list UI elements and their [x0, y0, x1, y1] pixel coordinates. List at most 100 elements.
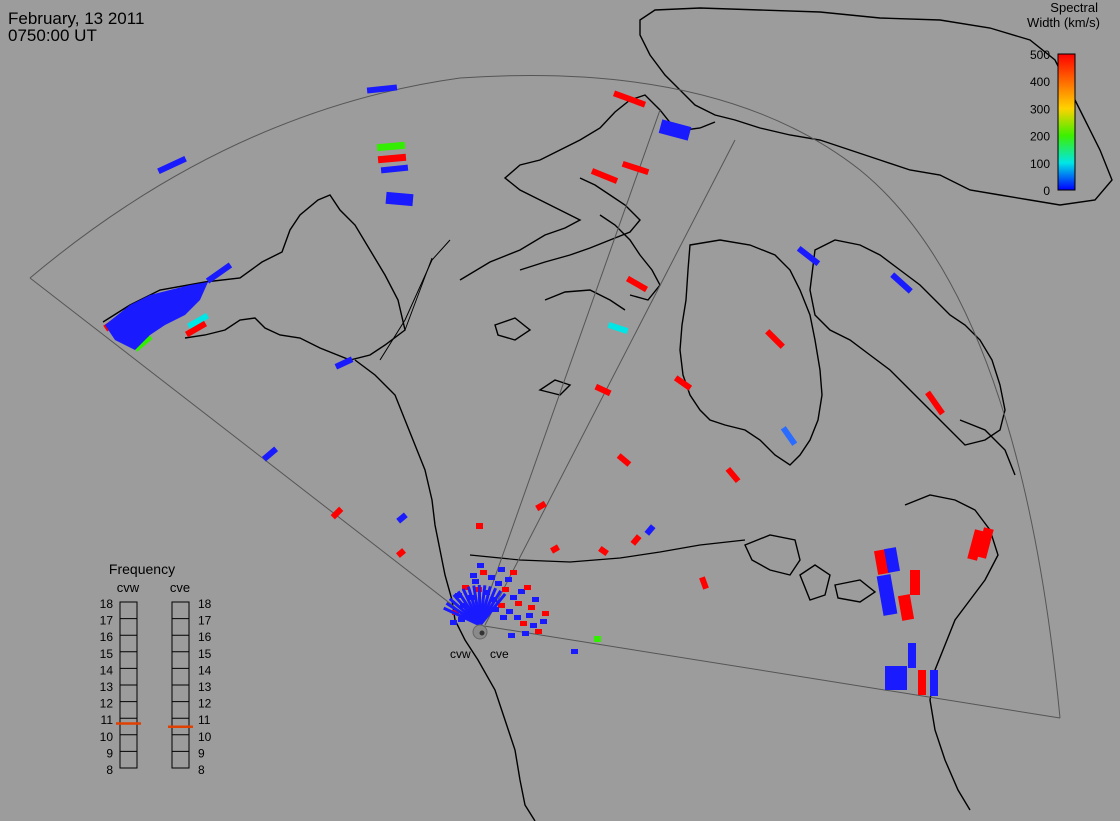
- echo-cell: [450, 620, 457, 625]
- date-label: February, 13 2011: [8, 9, 144, 28]
- echo-cell: [462, 585, 469, 590]
- fov-beam-a: [477, 109, 661, 626]
- echo-cell: [918, 670, 926, 695]
- echo-cell: [510, 570, 517, 575]
- echo-cell: [925, 390, 945, 416]
- echo-cell: [380, 164, 409, 174]
- frequency-title: Frequency: [109, 561, 175, 577]
- echo-cell: [621, 160, 650, 176]
- echo-cell: [186, 312, 210, 330]
- echo-cell: [515, 601, 522, 606]
- colorbar-tick-label: 500: [1030, 48, 1050, 62]
- echo-cell: [472, 579, 479, 584]
- echo-cell: [908, 643, 916, 668]
- echo-cell: [377, 153, 407, 164]
- frequency-tick-left: 13: [100, 680, 114, 694]
- echo-cell: [334, 356, 354, 370]
- echo-cell: [470, 573, 477, 578]
- echo-cell: [518, 589, 525, 594]
- echo-cell: [385, 191, 414, 207]
- echo-cell: [796, 245, 821, 267]
- fov-beam-b: [484, 139, 736, 626]
- frequency-tick-right: 13: [198, 680, 212, 694]
- echo-cell: [492, 607, 499, 612]
- fov-arc: [29, 74, 1061, 719]
- frequency-tick-right: 18: [198, 597, 212, 611]
- frequency-tick-left: 15: [100, 647, 114, 661]
- colorbar-title-2: Width (km/s): [1027, 15, 1100, 30]
- echo-cell: [498, 603, 505, 608]
- frequency-tick-right: 9: [198, 746, 205, 760]
- coastlines: [102, 7, 1113, 821]
- echo-cell: [396, 548, 406, 558]
- echo-cell: [502, 587, 509, 592]
- echo-cell: [488, 575, 495, 580]
- echo-cell: [598, 545, 609, 557]
- echo-cell: [455, 593, 462, 598]
- echo-cell: [396, 512, 408, 524]
- echo-cell: [510, 595, 517, 600]
- echo-cell: [133, 334, 153, 352]
- echo-cell: [780, 426, 798, 446]
- colorbar-tick-label: 0: [1043, 184, 1050, 198]
- time-label: 0750:00 UT: [8, 26, 97, 45]
- echo-cell: [876, 574, 898, 616]
- radar-site-dot: [479, 630, 485, 636]
- colorbar-tick-label: 100: [1030, 157, 1050, 171]
- echo-cell: [477, 563, 484, 568]
- echo-cell: [542, 611, 549, 616]
- echo-cell: [376, 141, 406, 152]
- colorbar-tick-label: 300: [1030, 102, 1050, 116]
- radar-left-label: cvw: [450, 647, 471, 661]
- echo-cell: [885, 666, 907, 690]
- echo-cell: [184, 320, 208, 338]
- colorbar-title-1: Spectral: [1050, 0, 1098, 15]
- frequency-tick-right: 10: [198, 730, 212, 744]
- echo-cell: [458, 617, 465, 622]
- frequency-panel: Frequency cvw cve 18 18 17 17 16 16 15 15 14 14 13…: [100, 561, 212, 777]
- colorbar-gradient: [1057, 53, 1076, 191]
- echo-cell: [505, 577, 512, 582]
- radar-echoes: [103, 84, 994, 696]
- fov-outline: [29, 74, 1061, 719]
- echo-cell: [157, 155, 187, 175]
- frequency-tick-right: 17: [198, 614, 212, 628]
- echo-cell: [205, 262, 233, 284]
- echo-cluster: [105, 282, 208, 350]
- echo-cell: [530, 623, 537, 628]
- echo-cell: [506, 609, 513, 614]
- frequency-tick-left: 11: [101, 713, 114, 727]
- frequency-tick-left: 10: [100, 730, 114, 744]
- frequency-tick-left: 14: [100, 663, 114, 677]
- echo-cell: [607, 322, 629, 334]
- echo-beam: [478, 592, 507, 626]
- echo-cell: [590, 168, 619, 184]
- frequency-tick-left: 17: [100, 614, 114, 628]
- echo-cell: [495, 581, 502, 586]
- colorbar: Spectral Width (km/s) 500 400 300 200 100 0: [1027, 0, 1100, 198]
- radar-right-label: cve: [490, 647, 509, 661]
- echo-cell: [550, 544, 560, 554]
- echo-cell: [612, 90, 647, 108]
- echo-cell: [480, 570, 487, 575]
- frequency-radar-right: cve: [170, 580, 190, 595]
- echo-cell: [616, 453, 632, 467]
- echo-cell: [535, 629, 542, 634]
- echo-cell: [476, 523, 483, 529]
- echo-cell: [498, 567, 505, 572]
- echo-cell: [673, 375, 693, 391]
- echo-cell: [483, 590, 490, 595]
- echo-cell: [514, 615, 521, 620]
- echo-cell: [261, 446, 279, 462]
- colorbar-tick-label: 200: [1030, 130, 1050, 144]
- fov-right-edge: [477, 624, 1061, 719]
- echo-cell: [930, 670, 938, 696]
- echo-cell: [644, 524, 656, 536]
- echo-cell: [522, 631, 529, 636]
- echo-cell: [699, 576, 709, 590]
- echo-cell: [540, 619, 547, 624]
- echo-cell: [528, 605, 535, 610]
- echo-cell: [594, 636, 601, 642]
- echo-cell: [500, 615, 507, 620]
- echo-cell: [490, 597, 497, 602]
